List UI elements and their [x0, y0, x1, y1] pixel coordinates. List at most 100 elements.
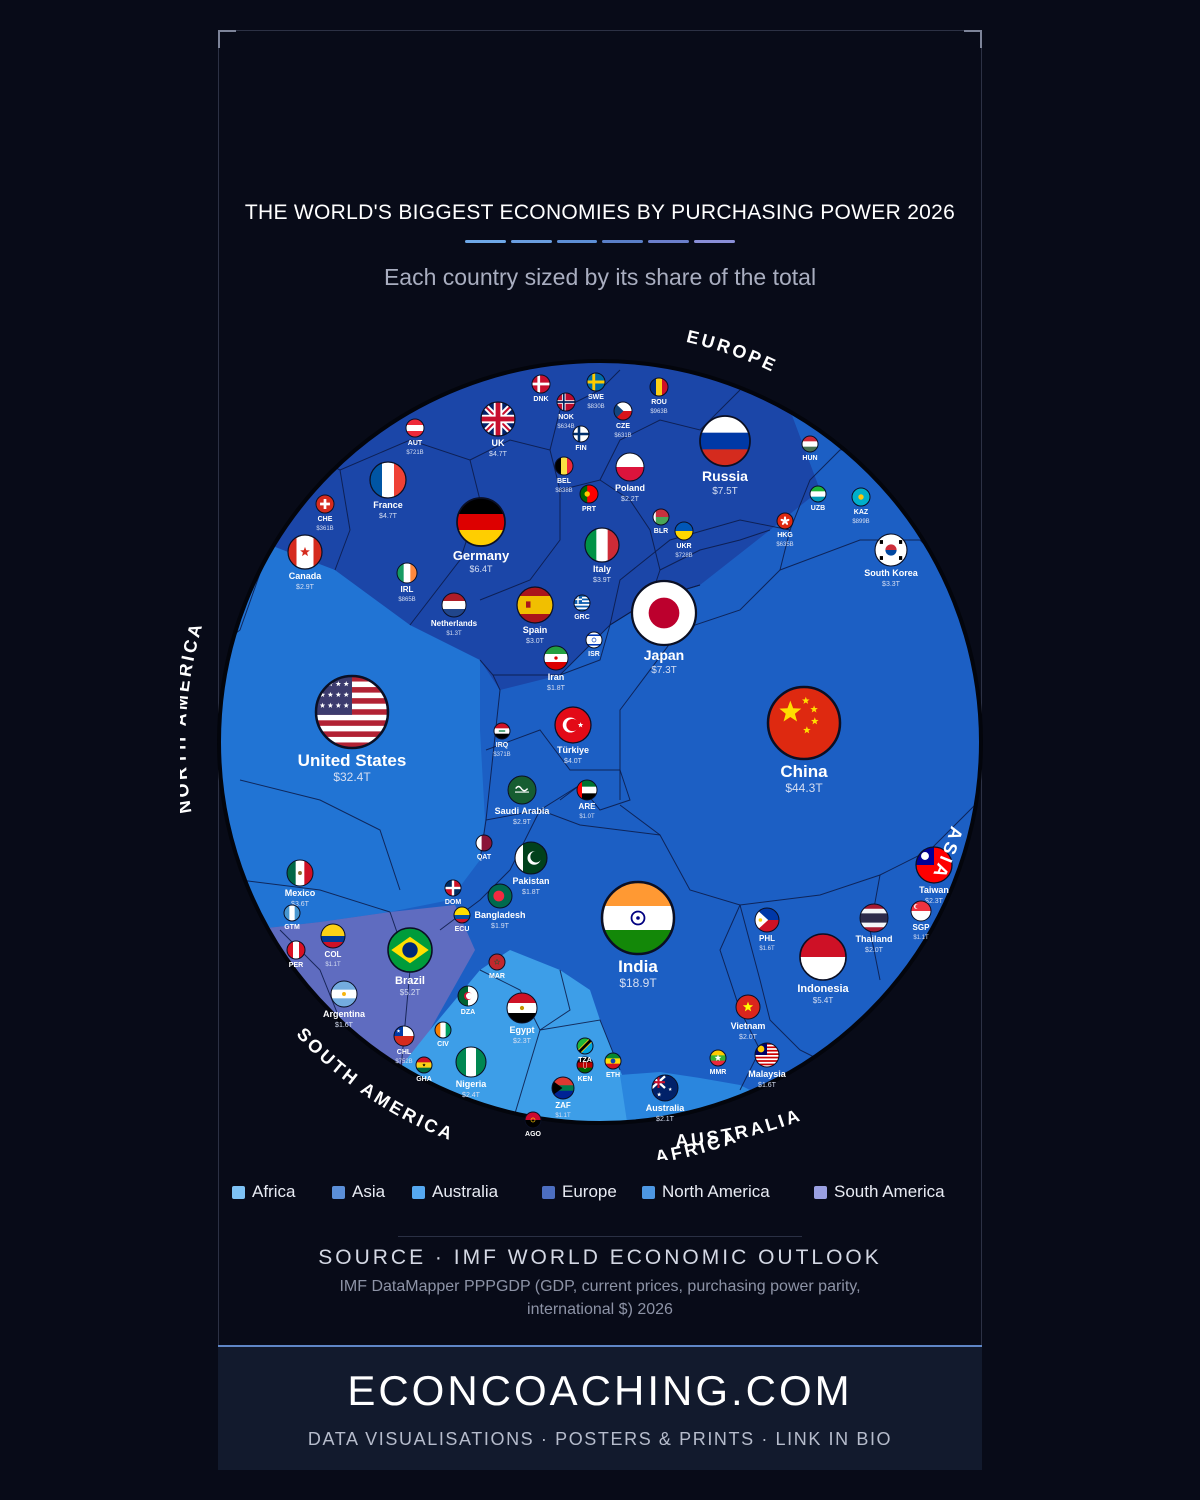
country-value: $6.4T: [469, 564, 493, 574]
country-egypt: Egypt $2.3T: [506, 992, 538, 1045]
country-name: QAT: [477, 854, 492, 861]
country-value: $830B: [587, 404, 604, 410]
germany-flag-icon: [456, 497, 506, 547]
country-value: $1.8T: [547, 685, 566, 692]
iran-flag-icon: [543, 645, 569, 671]
country-name: CHL: [397, 1049, 412, 1056]
country-name: PRT: [582, 506, 597, 513]
country-france: France $4.7T: [369, 461, 407, 520]
country-uk: UK $4.7T: [480, 401, 516, 458]
uzbekistan-flag-icon: [809, 485, 827, 503]
country-kaz: KAZ $899B: [851, 487, 871, 525]
country-netherlands: Netherlands $1.3T: [431, 592, 478, 637]
country-name: Indonesia: [797, 983, 849, 995]
austria-flag-icon: [405, 418, 425, 438]
country-name: AUT: [408, 440, 423, 447]
country-value: $728B: [675, 553, 692, 559]
country-name: Australia: [646, 1103, 686, 1113]
country-name: GHA: [416, 1076, 432, 1083]
country-name: France: [373, 500, 403, 510]
title-rule: [465, 240, 735, 243]
country-argentina: Argentina $1.6T: [323, 980, 366, 1029]
singapore-flag-icon: [910, 900, 932, 922]
country-spain: Spain $3.0T: [516, 586, 554, 645]
country-value: $4.7T: [379, 513, 398, 520]
country-indonesia: Indonesia$5.4T: [797, 933, 850, 1005]
country-value: $1.9T: [491, 923, 510, 930]
indonesia-flag-icon: [799, 933, 847, 981]
title-rule-segment: [694, 240, 735, 243]
country-name: IRQ: [496, 742, 509, 749]
legend-label: Europe: [562, 1182, 617, 1201]
israel-flag-icon: [585, 631, 603, 649]
country-value: $634B: [557, 424, 574, 430]
country-value: $1.6T: [758, 1082, 777, 1089]
title-rule-segment: [648, 240, 690, 243]
country-south-korea: South Korea $3.3T: [864, 533, 919, 588]
country-name: Poland: [615, 483, 645, 493]
country-name: KEN: [578, 1076, 593, 1083]
country-vietnam: Vietnam $2.0T: [731, 994, 765, 1041]
country-name: SWE: [588, 394, 604, 401]
legend-label: North America: [662, 1182, 770, 1201]
country-name: MAR: [489, 973, 505, 980]
country-uzb: UZB: [809, 485, 827, 512]
country-name: Russia: [702, 468, 748, 484]
legend-item: South America: [814, 1182, 945, 1202]
country-name: CZE: [616, 423, 630, 430]
footer-brand[interactable]: ECONCOACHING.COM: [347, 1367, 853, 1414]
chart-subtitle: Each country sized by its share of the t…: [383, 264, 817, 290]
country-value: $2.1T: [656, 1116, 675, 1123]
country-name: Türkiye: [557, 745, 589, 755]
country-value: $2.2T: [621, 496, 640, 503]
country-value: $635B: [776, 542, 793, 548]
country-name: Bangladesh: [474, 910, 525, 920]
country-value: $5.2T: [400, 988, 421, 997]
cell-border: [539, 969, 571, 1031]
legend-label: Africa: [252, 1182, 296, 1201]
country-malaysia: Malaysia $1.6T: [748, 1042, 787, 1089]
myanmar-flag-icon: [709, 1049, 727, 1067]
bangladesh-flag-icon: [487, 883, 513, 909]
qatar-flag-icon: [475, 834, 493, 852]
country-per: PER: [286, 940, 306, 969]
pakistan-flag-icon: [514, 841, 548, 875]
country-value: $3.6T: [291, 901, 310, 908]
angola-flag-icon: [524, 1111, 542, 1129]
country-saudi-arabia: Saudi Arabia $2.9T: [495, 775, 550, 826]
country-name: Nigeria: [456, 1079, 488, 1089]
country-name: Taiwan: [919, 885, 949, 895]
portugal-flag-icon: [579, 484, 599, 504]
country-value: $1.1T: [913, 935, 929, 941]
cell-border: [549, 369, 621, 451]
country-name: UKR: [676, 543, 691, 550]
legend-swatch: [412, 1185, 425, 1199]
country-name: DNK: [533, 396, 548, 403]
brazil-flag-icon: [387, 927, 433, 973]
poland-flag-icon: [615, 452, 645, 482]
algeria-flag-icon: [457, 985, 479, 1007]
country-swe: SWE $830B: [586, 372, 606, 410]
country-pakistan: Pakistan $1.8T: [512, 841, 550, 896]
cell-border: [479, 659, 501, 861]
country-chl: CHL $752B: [393, 1025, 415, 1065]
country-united-states: United States$32.4T: [298, 674, 406, 784]
country-t-rkiye: Türkiye $4.0T: [554, 706, 592, 765]
country-value: $3.9T: [593, 577, 612, 584]
country-china: China$44.3T: [766, 685, 842, 795]
country-name: Germany: [453, 548, 510, 563]
uae-flag-icon: [576, 779, 598, 801]
country-japan: Japan $7.3T: [630, 579, 698, 676]
footer-tagline: DATA VISUALISATIONS · POSTERS & PRINTS ·…: [307, 1429, 893, 1449]
country-gtm: GTM: [283, 904, 301, 931]
country-value: $2.9T: [513, 819, 532, 826]
chart-title: THE WORLD'S BIGGEST ECONOMIES BY PURCHAS…: [244, 201, 956, 224]
legend-label: Asia: [352, 1182, 386, 1201]
country-name: UK: [492, 438, 505, 448]
egypt-flag-icon: [506, 992, 538, 1024]
country-value: $4.7T: [489, 451, 508, 458]
thailand-flag-icon: [859, 903, 889, 933]
country-are: ARE $1.0T: [576, 779, 598, 820]
country-germany: Germany$6.4T: [453, 497, 510, 574]
country-name: MMR: [710, 1069, 727, 1076]
